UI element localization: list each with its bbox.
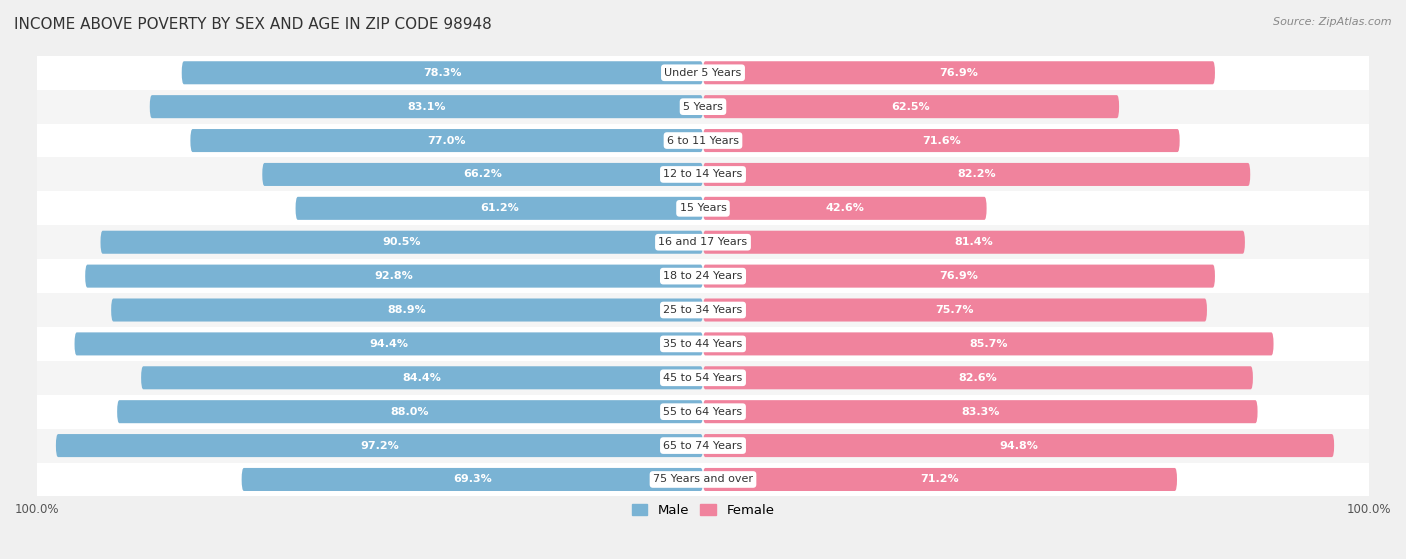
Text: 85.7%: 85.7% <box>969 339 1008 349</box>
Bar <box>37 327 1369 361</box>
FancyBboxPatch shape <box>190 129 703 152</box>
FancyBboxPatch shape <box>703 61 1215 84</box>
Text: 45 to 54 Years: 45 to 54 Years <box>664 373 742 383</box>
FancyBboxPatch shape <box>150 95 703 118</box>
Text: 77.0%: 77.0% <box>427 135 465 145</box>
Bar <box>37 462 1369 496</box>
Text: 35 to 44 Years: 35 to 44 Years <box>664 339 742 349</box>
Bar <box>37 293 1369 327</box>
FancyBboxPatch shape <box>117 400 703 423</box>
Text: 90.5%: 90.5% <box>382 237 420 247</box>
Text: Under 5 Years: Under 5 Years <box>665 68 741 78</box>
FancyBboxPatch shape <box>141 366 703 389</box>
Text: 83.1%: 83.1% <box>408 102 446 112</box>
FancyBboxPatch shape <box>703 366 1253 389</box>
Text: 25 to 34 Years: 25 to 34 Years <box>664 305 742 315</box>
Bar <box>37 124 1369 158</box>
Text: 84.4%: 84.4% <box>402 373 441 383</box>
FancyBboxPatch shape <box>56 434 703 457</box>
FancyBboxPatch shape <box>75 333 703 356</box>
Bar <box>37 259 1369 293</box>
Bar <box>37 158 1369 191</box>
Text: 82.6%: 82.6% <box>959 373 997 383</box>
Bar <box>37 191 1369 225</box>
FancyBboxPatch shape <box>703 264 1215 288</box>
Text: 88.0%: 88.0% <box>391 407 429 416</box>
Text: 97.2%: 97.2% <box>360 440 399 451</box>
Text: 6 to 11 Years: 6 to 11 Years <box>666 135 740 145</box>
FancyBboxPatch shape <box>703 400 1257 423</box>
Bar <box>37 395 1369 429</box>
Text: 94.4%: 94.4% <box>370 339 408 349</box>
Bar <box>37 56 1369 89</box>
Bar <box>37 361 1369 395</box>
Text: 71.2%: 71.2% <box>921 475 959 485</box>
Text: 5 Years: 5 Years <box>683 102 723 112</box>
Text: 61.2%: 61.2% <box>479 203 519 214</box>
FancyBboxPatch shape <box>703 129 1180 152</box>
Text: 71.6%: 71.6% <box>922 135 960 145</box>
Bar <box>37 225 1369 259</box>
FancyBboxPatch shape <box>295 197 703 220</box>
Text: 16 and 17 Years: 16 and 17 Years <box>658 237 748 247</box>
FancyBboxPatch shape <box>703 333 1274 356</box>
Text: 15 Years: 15 Years <box>679 203 727 214</box>
FancyBboxPatch shape <box>100 231 703 254</box>
Text: 69.3%: 69.3% <box>453 475 492 485</box>
Text: 75.7%: 75.7% <box>936 305 974 315</box>
Text: 66.2%: 66.2% <box>463 169 502 179</box>
FancyBboxPatch shape <box>703 197 987 220</box>
Bar <box>37 89 1369 124</box>
Legend: Male, Female: Male, Female <box>626 499 780 523</box>
FancyBboxPatch shape <box>181 61 703 84</box>
Text: 62.5%: 62.5% <box>891 102 931 112</box>
Text: 83.3%: 83.3% <box>962 407 1000 416</box>
Text: 18 to 24 Years: 18 to 24 Years <box>664 271 742 281</box>
FancyBboxPatch shape <box>703 468 1177 491</box>
Text: 81.4%: 81.4% <box>955 237 993 247</box>
Text: 76.9%: 76.9% <box>939 68 979 78</box>
FancyBboxPatch shape <box>703 231 1244 254</box>
FancyBboxPatch shape <box>242 468 703 491</box>
FancyBboxPatch shape <box>263 163 703 186</box>
Text: 42.6%: 42.6% <box>825 203 865 214</box>
Text: 82.2%: 82.2% <box>957 169 995 179</box>
Text: 55 to 64 Years: 55 to 64 Years <box>664 407 742 416</box>
FancyBboxPatch shape <box>111 299 703 321</box>
Bar <box>37 429 1369 462</box>
Text: 65 to 74 Years: 65 to 74 Years <box>664 440 742 451</box>
FancyBboxPatch shape <box>703 95 1119 118</box>
Text: 94.8%: 94.8% <box>1000 440 1038 451</box>
FancyBboxPatch shape <box>703 163 1250 186</box>
FancyBboxPatch shape <box>703 434 1334 457</box>
Text: INCOME ABOVE POVERTY BY SEX AND AGE IN ZIP CODE 98948: INCOME ABOVE POVERTY BY SEX AND AGE IN Z… <box>14 17 492 32</box>
Text: 78.3%: 78.3% <box>423 68 461 78</box>
Text: 92.8%: 92.8% <box>375 271 413 281</box>
FancyBboxPatch shape <box>86 264 703 288</box>
FancyBboxPatch shape <box>703 299 1206 321</box>
Text: 12 to 14 Years: 12 to 14 Years <box>664 169 742 179</box>
Text: 75 Years and over: 75 Years and over <box>652 475 754 485</box>
Text: 76.9%: 76.9% <box>939 271 979 281</box>
Text: 88.9%: 88.9% <box>388 305 426 315</box>
Text: Source: ZipAtlas.com: Source: ZipAtlas.com <box>1274 17 1392 27</box>
